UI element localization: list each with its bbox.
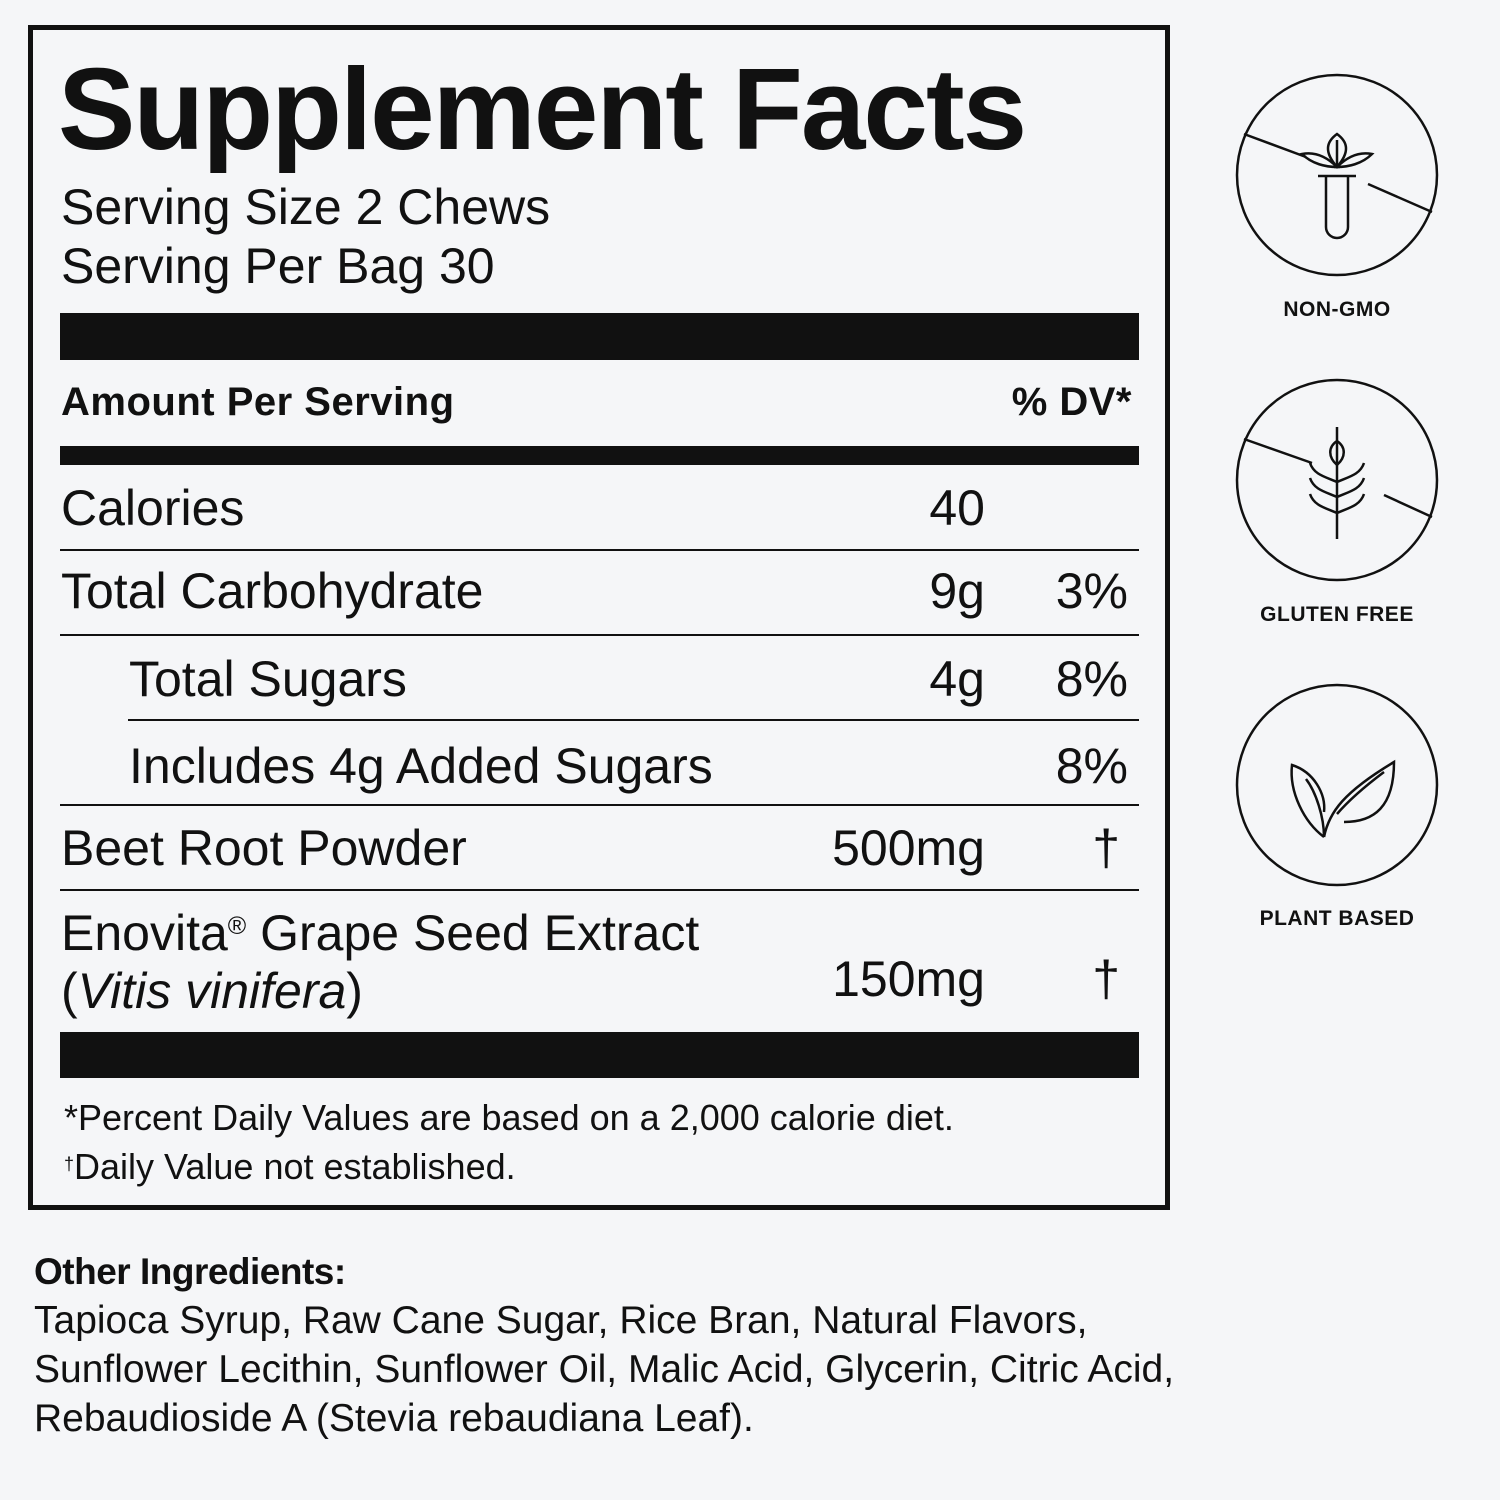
- non-gmo-icon: [1235, 73, 1439, 277]
- row-divider: [60, 804, 1139, 806]
- nutrient-name-beet-root-powder: Beet Root Powder: [61, 820, 467, 876]
- ingredients-line: Rebaudioside A (Stevia rebaudiana Leaf).: [34, 1397, 754, 1440]
- plant-based-icon: [1235, 683, 1439, 887]
- supplement-facts-panel: [28, 25, 1170, 1210]
- nutrient-name-calories: Calories: [61, 480, 245, 536]
- nutrient-amount: 4g: [929, 651, 985, 707]
- dagger-mark: †: [64, 1154, 75, 1174]
- ingredients-line: Tapioca Syrup, Raw Cane Sugar, Rice Bran…: [34, 1299, 1088, 1342]
- footnote-not-established: †Daily Value not established.: [64, 1149, 516, 1185]
- row-divider: [60, 889, 1139, 891]
- non-gmo-label: NON-GMO: [1283, 298, 1391, 321]
- paren: (: [61, 963, 78, 1019]
- plant-based-label: PLANT BASED: [1259, 907, 1415, 930]
- paren: ): [346, 963, 363, 1019]
- nutrient-dv: †: [1092, 820, 1120, 876]
- ingredient-name: Grape Seed Extract: [246, 905, 700, 961]
- nutrient-amount: 40: [929, 480, 985, 536]
- row-divider: [128, 719, 1139, 721]
- nutrient-dv: †: [1092, 951, 1120, 1007]
- ingredients-line: Sunflower Lecithin, Sunflower Oil, Malic…: [34, 1348, 1175, 1391]
- nutrient-dv: 3%: [1055, 563, 1128, 619]
- brand-name: Enovita: [61, 905, 228, 961]
- divider-thick: [60, 313, 1139, 360]
- other-ingredients-heading: Other Ingredients:: [34, 1251, 346, 1292]
- panel-title: Supplement Facts: [58, 44, 1027, 174]
- nutrient-name-added-sugars: Includes 4g Added Sugars: [129, 738, 713, 794]
- row-divider: [60, 634, 1139, 636]
- servings-per-bag: Serving Per Bag 30: [61, 238, 495, 294]
- dv-header: % DV*: [1011, 380, 1132, 424]
- divider-thick: [60, 1032, 1139, 1078]
- row-divider: [60, 549, 1139, 551]
- nutrient-amount: 500mg: [832, 820, 985, 876]
- amount-per-serving-header: Amount Per Serving: [61, 380, 455, 424]
- nutrient-dv: 8%: [1055, 651, 1128, 707]
- footnote-dv: *Percent Daily Values are based on a 2,0…: [64, 1097, 954, 1138]
- latin-name: (Vitis vinifera): [61, 966, 363, 1016]
- nutrient-name-total-carbohydrate: Total Carbohydrate: [61, 563, 484, 619]
- nutrient-name-grape-seed-extract: Enovita® Grape Seed Extract: [61, 908, 699, 958]
- gluten-free-label: GLUTEN FREE: [1260, 603, 1414, 626]
- registered-mark: ®: [227, 912, 247, 940]
- nutrient-amount: 9g: [929, 563, 985, 619]
- nutrient-name-total-sugars: Total Sugars: [129, 651, 407, 707]
- serving-size: Serving Size 2 Chews: [61, 179, 551, 235]
- footnote-text: Daily Value not established.: [74, 1146, 516, 1187]
- nutrient-dv: 8%: [1055, 738, 1128, 794]
- gluten-free-icon: [1235, 378, 1439, 582]
- latin-text: Vitis vinifera: [77, 963, 347, 1019]
- nutrient-amount: 150mg: [832, 951, 985, 1007]
- divider-medium: [60, 446, 1139, 465]
